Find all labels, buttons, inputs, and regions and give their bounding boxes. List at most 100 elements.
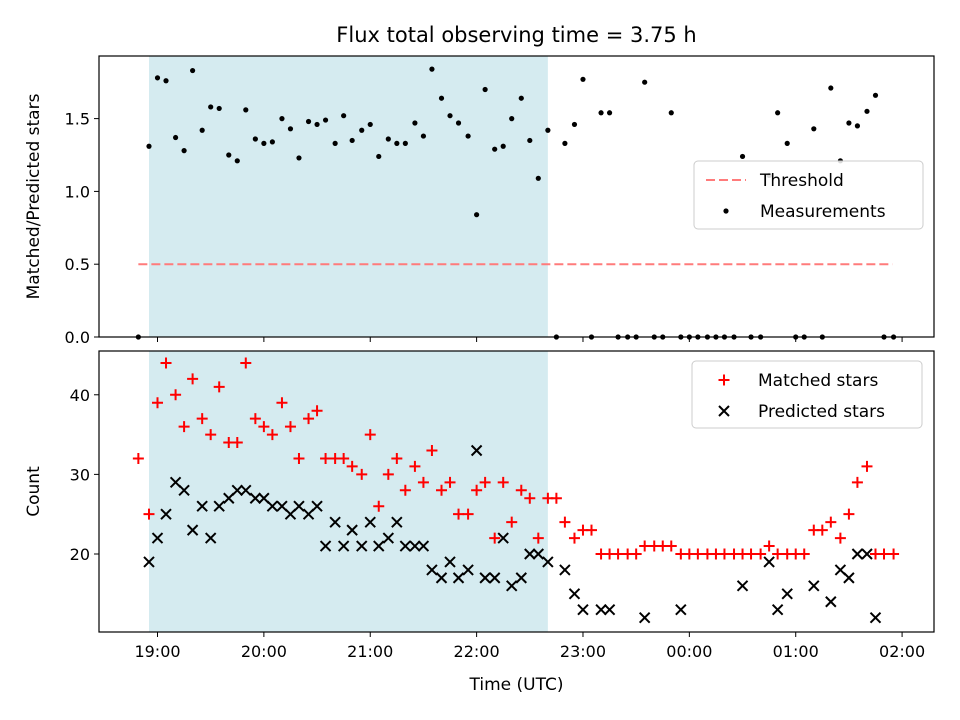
measurement-point xyxy=(252,136,258,142)
measurement-point xyxy=(828,85,834,91)
chart-title: Flux total observing time = 3.75 h xyxy=(336,23,696,47)
measurement-point xyxy=(455,120,462,126)
measurement-point xyxy=(642,79,648,85)
matched-stars-point xyxy=(462,508,474,520)
matched-stars-point xyxy=(382,468,394,480)
measurement-point xyxy=(864,108,870,114)
matched-stars-point xyxy=(444,476,456,488)
predicted-stars-point xyxy=(638,611,651,624)
measurement-point xyxy=(163,78,169,84)
predicted-stars-point xyxy=(781,588,793,600)
predicted-stars-point xyxy=(808,580,820,592)
measurement-point xyxy=(429,66,435,72)
top-legend: Threshold Measurements xyxy=(693,160,924,230)
matched-stars-point xyxy=(160,357,172,369)
measurement-point xyxy=(287,126,294,132)
measurement-point xyxy=(296,155,302,161)
predicted-stars-point xyxy=(603,604,616,616)
measurement-point xyxy=(146,143,152,149)
matched-stars-point xyxy=(205,429,217,441)
measurement-point xyxy=(846,120,852,126)
predicted-stars-point xyxy=(382,532,395,544)
measurement-point xyxy=(322,117,329,123)
matched-stars-point xyxy=(346,460,358,472)
matched-stars-point xyxy=(506,516,518,528)
measurement-point xyxy=(412,120,418,126)
matched-stars-point xyxy=(143,508,155,520)
predicted-stars-point xyxy=(373,540,385,552)
matched-stars-point xyxy=(851,476,863,488)
y-tick-label: 0.0 xyxy=(65,328,90,347)
measurement-point xyxy=(341,113,347,119)
predicted-stars-point xyxy=(488,572,501,584)
measurement-point xyxy=(261,140,267,146)
measurement-point xyxy=(739,153,746,160)
observing-window-shade-top xyxy=(148,56,548,337)
measurement-point xyxy=(509,116,515,122)
predicted-stars-point xyxy=(426,564,438,576)
predicted-stars-point xyxy=(843,572,855,584)
matched-stars-point xyxy=(888,548,900,560)
measurement-point xyxy=(598,110,604,116)
predicted-stars-point xyxy=(771,604,784,616)
matched-stars-point xyxy=(338,452,350,464)
predicted-stars-point xyxy=(346,524,358,536)
matched-stars-point xyxy=(692,548,704,560)
matched-stars-point xyxy=(132,452,144,464)
predicted-stars-point xyxy=(479,572,491,584)
matched-stars-point xyxy=(861,460,873,472)
predicted-stars-point xyxy=(240,484,252,497)
predicted-stars-point xyxy=(364,516,376,528)
matched-stars-point xyxy=(550,492,562,504)
predicted-stars-point xyxy=(329,516,341,528)
measurement-point xyxy=(394,140,400,146)
measurement-point xyxy=(420,133,427,139)
matched-stars-point xyxy=(231,437,243,449)
predicted-stars-point xyxy=(568,588,581,600)
measurement-point xyxy=(208,104,214,110)
x-tick-label: 23:00 xyxy=(560,642,606,661)
predicted-stars-point xyxy=(506,580,518,592)
x-tick-label: 01:00 xyxy=(773,642,819,661)
measurement-point xyxy=(474,212,480,218)
x-axis-label: Time (UTC) xyxy=(469,675,564,695)
predicted-stars-point xyxy=(196,500,208,512)
matched-stars-point xyxy=(497,476,509,488)
predicted-stars-point xyxy=(462,564,474,576)
matched-stars-point xyxy=(524,492,536,504)
predicted-stars-point xyxy=(213,500,225,512)
measurement-point xyxy=(492,146,498,152)
x-tick-label: 22:00 xyxy=(454,642,500,661)
matched-stars-point xyxy=(755,548,767,560)
predicted-stars-point xyxy=(356,540,368,552)
x-tick-label: 21:00 xyxy=(347,642,393,661)
predicted-stars-point xyxy=(532,548,545,560)
matched-stars-point xyxy=(763,540,775,552)
legend-predicted-swatch xyxy=(718,405,730,417)
y-tick-label: 1.0 xyxy=(65,182,90,201)
x-tick-label: 00:00 xyxy=(666,642,712,661)
matched-stars-point xyxy=(364,429,376,441)
matched-stars-point xyxy=(436,484,448,496)
predicted-stars-point xyxy=(293,500,305,512)
measurement-point xyxy=(376,153,382,160)
matched-stars-point xyxy=(213,381,225,393)
bottom-panel: 20 30 40 19:00 20:00 21:00 22:00 23:00 00:00 01:0… xyxy=(24,350,935,695)
measurement-point xyxy=(402,140,408,146)
matched-stars-point xyxy=(718,548,730,560)
measurement-point xyxy=(332,140,338,146)
predicted-stars-point xyxy=(763,556,775,568)
measurement-point xyxy=(465,133,471,139)
measurement-point xyxy=(668,110,674,116)
predicted-stars-point xyxy=(444,556,456,568)
measurement-point xyxy=(580,76,586,82)
bottom-legend: Matched stars Predicted stars xyxy=(691,360,923,429)
observing-window-shade-bottom xyxy=(148,351,548,632)
predicted-stars-point xyxy=(524,548,536,560)
measurement-point xyxy=(279,116,285,122)
predicted-stars-point xyxy=(311,500,323,512)
predicted-stars-point xyxy=(595,604,607,616)
predicted-stars-point xyxy=(186,524,199,536)
matched-stars-point xyxy=(665,540,677,552)
matched-stars-point xyxy=(409,460,421,472)
